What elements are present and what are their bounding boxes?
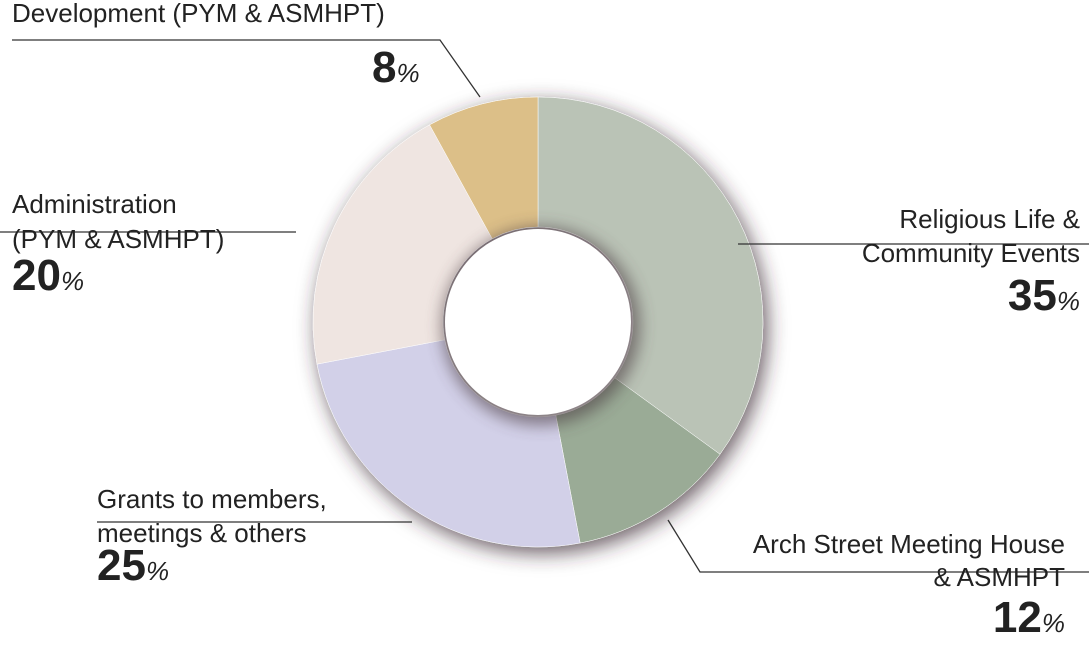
value-label: 25%	[97, 541, 169, 590]
value-number: 8	[372, 43, 396, 92]
value-number: 25	[97, 541, 146, 590]
value-number: 35	[1008, 271, 1057, 320]
value-number: 12	[993, 593, 1042, 642]
slice-label: Arch Street Meeting House	[753, 529, 1065, 559]
value-number: 20	[12, 251, 61, 300]
value-unit: %	[396, 58, 419, 88]
value-unit: %	[146, 556, 169, 586]
donut	[312, 96, 764, 548]
slice	[429, 96, 539, 240]
value-unit: %	[1042, 608, 1065, 638]
slice-label: Community Events	[862, 238, 1080, 268]
value-unit: %	[1057, 286, 1080, 316]
slice-label: Development (PYM & ASMHPT)	[12, 0, 385, 28]
slice-label: Grants to members,	[97, 484, 327, 514]
slice-label: meetings & others	[97, 518, 307, 548]
value-label: 35%	[1008, 271, 1080, 320]
value-label: 20%	[12, 251, 84, 300]
value-unit: %	[61, 266, 84, 296]
slice-label: (PYM & ASMHPT)	[12, 224, 224, 254]
value-label: 8%	[372, 43, 420, 92]
leader-line	[12, 39, 481, 98]
value-label: 12%	[993, 593, 1065, 642]
hole	[445, 229, 631, 415]
slice-label: Administration	[12, 189, 177, 219]
slice-label: Religious Life &	[899, 204, 1080, 234]
slice-label: & ASMHPT	[934, 562, 1066, 592]
leader-line	[667, 519, 1089, 573]
